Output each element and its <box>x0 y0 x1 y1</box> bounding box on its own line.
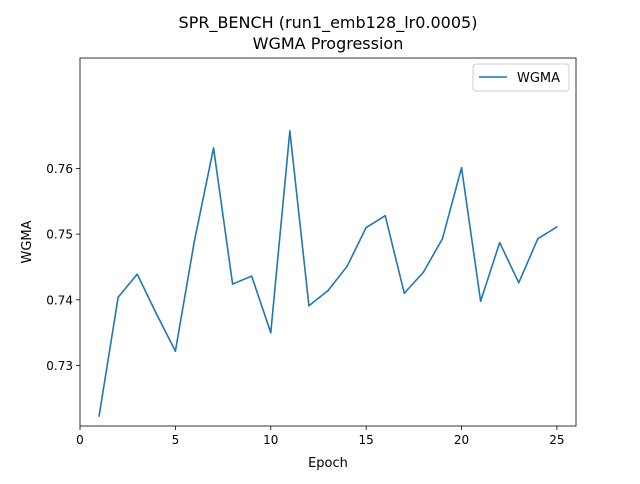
data-point <box>308 304 310 307</box>
chart-title-line2: WGMA Progression <box>253 34 404 53</box>
data-point <box>98 415 100 417</box>
x-tick-label: 10 <box>263 433 278 447</box>
plot-frame <box>79 57 577 427</box>
data-point <box>346 265 348 268</box>
y-tick-label: 0.74 <box>46 293 73 307</box>
legend-box <box>472 63 570 92</box>
y-tick-label: 0.76 <box>46 162 73 176</box>
x-tick-label: 15 <box>359 433 374 447</box>
data-point <box>155 312 158 315</box>
data-point <box>537 237 539 240</box>
chart-title-line1: SPR_BENCH (run1_emb128_lr0.0005) <box>179 13 478 33</box>
y-tick-label: 0.73 <box>46 359 73 373</box>
data-point <box>422 271 425 274</box>
series-layer <box>98 130 558 417</box>
data-point <box>479 300 482 302</box>
y-tick-label: 0.75 <box>46 228 73 242</box>
data-point <box>231 283 234 285</box>
data-point <box>327 289 329 292</box>
x-axis-label: Epoch <box>308 456 348 471</box>
axis-ticks: 0 5 10 15 20 25 0.73 0.74 0.75 0.76 <box>46 162 564 447</box>
data-point <box>441 237 444 240</box>
y-axis-label: WGMA <box>20 220 35 263</box>
x-tick-label: 25 <box>549 433 564 447</box>
x-tick-label: 5 <box>172 433 180 447</box>
data-point <box>498 241 501 244</box>
data-point <box>403 292 406 295</box>
data-point <box>117 296 119 299</box>
data-point <box>174 350 177 352</box>
data-point <box>365 226 367 229</box>
legend: WGMA <box>472 63 570 92</box>
data-point <box>250 275 253 277</box>
x-tick-label: 0 <box>76 433 84 447</box>
data-point <box>289 130 291 132</box>
data-point <box>556 226 558 228</box>
data-point <box>193 239 196 242</box>
data-point <box>517 281 520 284</box>
data-point <box>460 166 463 169</box>
data-point <box>384 214 387 217</box>
x-tick-label: 20 <box>454 433 469 447</box>
data-point <box>212 147 215 149</box>
data-point <box>269 331 272 334</box>
data-point <box>136 273 139 276</box>
legend-label-wgma: WGMA <box>517 71 560 86</box>
